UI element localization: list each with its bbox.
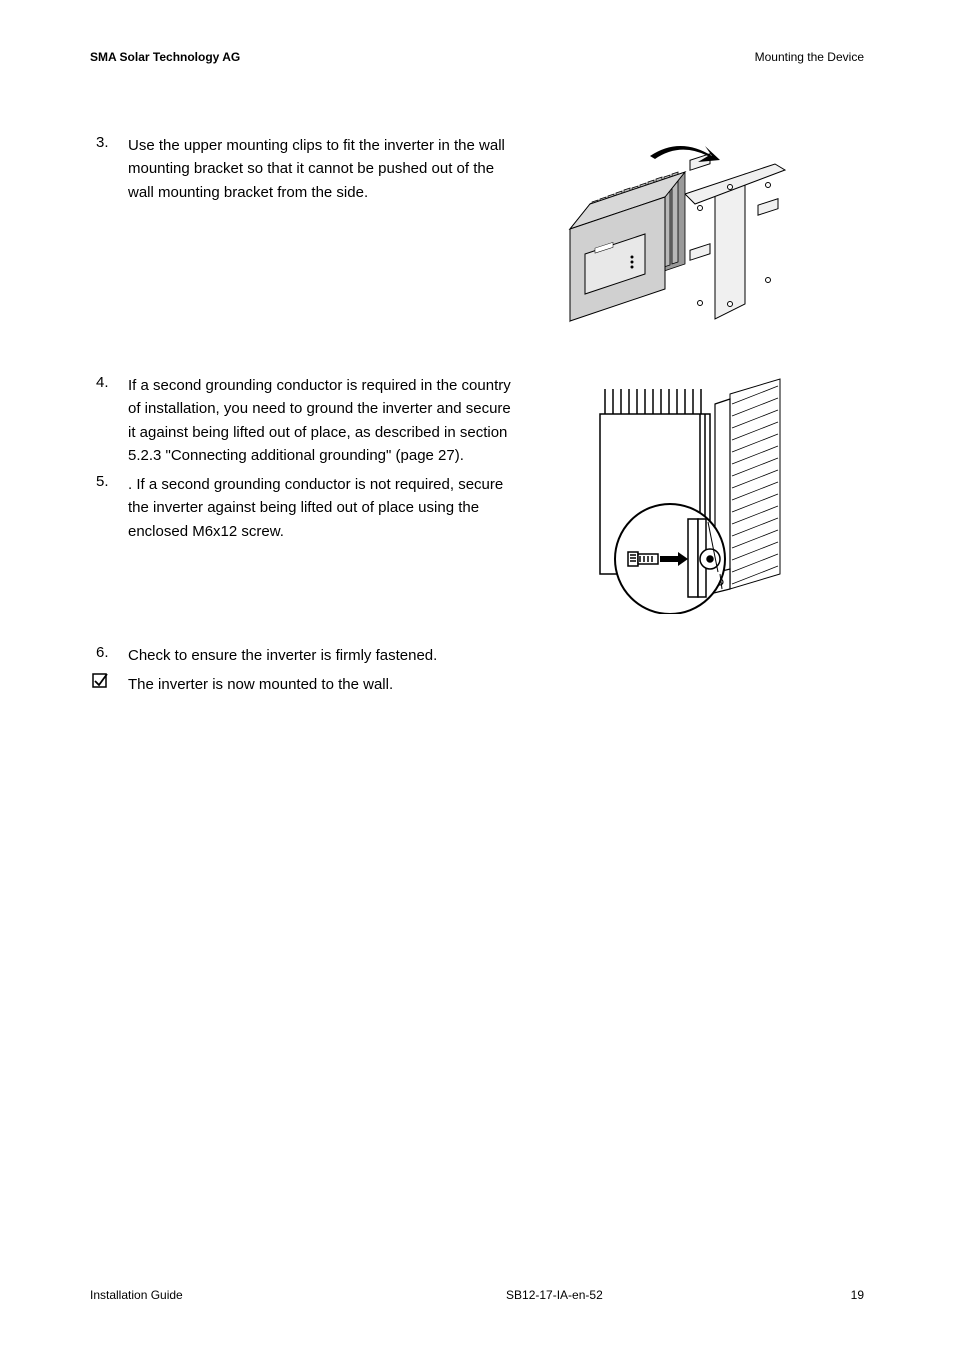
header-company: SMA Solar Technology AG <box>90 50 240 64</box>
item-number: 4. <box>90 374 128 391</box>
list-item: 6. Check to ensure the inverter is firml… <box>90 644 864 667</box>
item-number: 5. <box>90 473 128 490</box>
item-text: If a second grounding conductor is requi… <box>128 374 540 467</box>
mounting-diagram-icon <box>540 134 820 354</box>
item-text: Check to ensure the inverter is firmly f… <box>128 644 864 667</box>
page-header: SMA Solar Technology AG Mounting the Dev… <box>90 50 864 64</box>
item-text: The inverter is now mounted to the wall. <box>128 673 864 696</box>
item-number: 6. <box>90 644 128 661</box>
footer-doc-type: Installation Guide <box>90 1288 183 1302</box>
figure-screw <box>540 374 820 614</box>
block-text-3: 3. Use the upper mounting clips to fit t… <box>90 134 540 210</box>
content-body: 3. Use the upper mounting clips to fit t… <box>90 134 864 697</box>
item-number: 3. <box>90 134 128 151</box>
block-item-4-5: 4. If a second grounding conductor is re… <box>90 374 864 614</box>
screw-diagram-icon <box>550 374 810 614</box>
checkbox-icon <box>90 673 128 693</box>
block-item-3: 3. Use the upper mounting clips to fit t… <box>90 134 864 354</box>
item-text: . If a second grounding conductor is not… <box>128 473 540 543</box>
list-item: 4. If a second grounding conductor is re… <box>90 374 540 467</box>
footer-doc-id: SB12-17-IA-en-52 <box>506 1288 603 1302</box>
list-item-check: The inverter is now mounted to the wall. <box>90 673 864 696</box>
page: SMA Solar Technology AG Mounting the Dev… <box>0 0 954 1352</box>
list-item: 5. . If a second grounding conductor is … <box>90 473 540 543</box>
page-footer: Installation Guide SB12-17-IA-en-52 19 <box>90 1288 864 1302</box>
block-text-4-5: 4. If a second grounding conductor is re… <box>90 374 540 549</box>
footer-page-number: 19 <box>851 1288 864 1302</box>
header-section: Mounting the Device <box>755 50 864 64</box>
figure-mounting <box>540 134 820 354</box>
list-item: 3. Use the upper mounting clips to fit t… <box>90 134 540 204</box>
item-text: Use the upper mounting clips to fit the … <box>128 134 540 204</box>
